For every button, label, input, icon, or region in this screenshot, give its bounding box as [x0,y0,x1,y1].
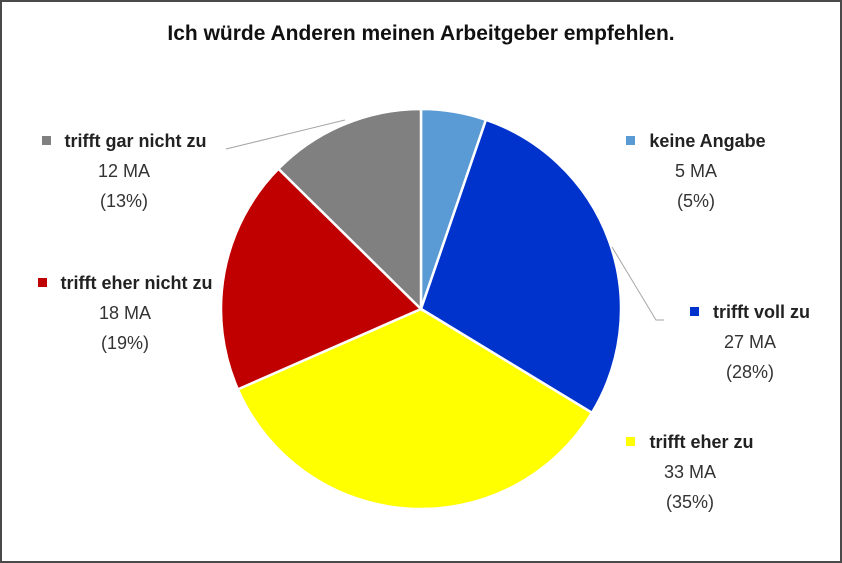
swatch-trifft-eher-zu [626,437,636,446]
data-label-count: 27 MA [723,332,777,352]
swatch-trifft-gar-nicht-zu [41,136,51,145]
data-label-percent: (19%) [100,333,149,353]
data-label-keine-angabe: keine Angabe 5 MA (5%) [608,126,784,216]
leader-line-trifft-voll-zu [611,246,664,321]
pie-slice-trifft-eher-zu [236,307,594,511]
pie-slice-trifft-gar-nicht-zu [276,107,423,312]
chart-title: Ich würde Anderen meinen Arbeitgeber emp… [167,22,675,45]
data-label-percent: (35%) [665,492,714,512]
data-label-count: 18 MA [98,303,152,323]
data-label-trifft-voll-zu: trifft voll zu 27 MA (28%) [662,297,838,387]
data-label-trifft-eher-nicht-zu: trifft eher nicht zu 18 MA (19%) [12,268,238,358]
swatch-trifft-eher-nicht-zu [37,278,47,287]
data-label-percent: (13%) [99,191,148,211]
data-label-count: 5 MA [674,161,717,181]
swatch-keine-angabe [626,136,636,145]
data-label-name: trifft voll zu [713,302,810,322]
data-label-percent: (28%) [725,362,774,382]
swatch-trifft-voll-zu [690,307,699,316]
leader-line-trifft-gar-nicht-zu [225,119,346,150]
pie-slice-trifft-eher-nicht-zu [219,166,424,391]
data-label-percent: (5%) [676,191,715,211]
data-label-count: 12 MA [97,161,151,181]
data-label-count: 33 MA [663,462,717,482]
data-label-name: trifft eher zu [649,432,754,452]
data-label-trifft-gar-nicht-zu: trifft gar nicht zu 12 MA (13%) [14,126,234,216]
pie-slice-trifft-voll-zu [419,118,623,415]
data-label-name: trifft eher nicht zu [60,273,213,293]
data-label-name: keine Angabe [649,131,766,151]
data-label-trifft-eher-zu: trifft eher zu 33 MA (35%) [602,427,778,517]
data-label-name: trifft gar nicht zu [64,131,207,151]
